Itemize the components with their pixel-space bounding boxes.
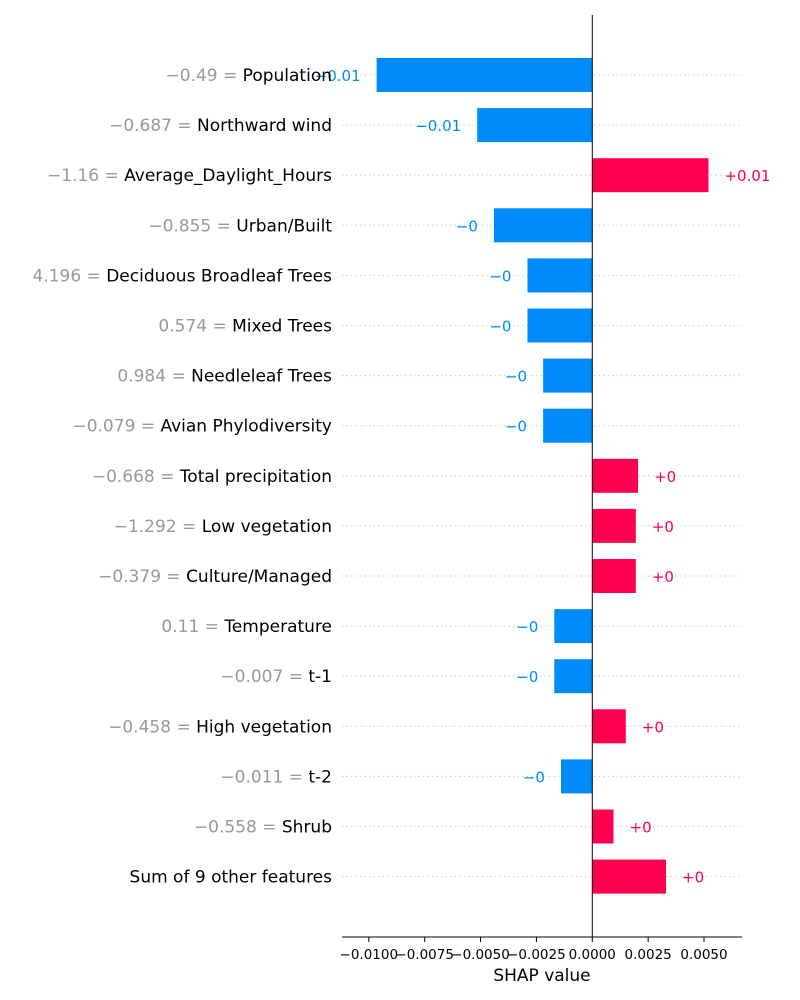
shap-bar	[493, 208, 593, 243]
feature-label: −0.668 = Total precipitation	[92, 467, 332, 487]
feature-value: −0.007 =	[220, 667, 303, 687]
feature-value: 0.984 =	[117, 367, 185, 387]
x-axis-label: SHAP value	[493, 966, 590, 986]
feature-name: Low vegetation	[202, 517, 332, 537]
bar-value-label: −0	[489, 267, 511, 285]
x-tick-label: −0.0025	[507, 947, 566, 963]
bar-value-label: −0.01	[315, 67, 361, 85]
shap-bar	[592, 158, 709, 193]
shap-bar	[543, 358, 593, 393]
x-axis-ticks: −0.0100−0.0075−0.0050−0.0025 0.0000 0.0025…	[340, 937, 728, 963]
bar-value-label: −0	[523, 768, 545, 786]
bar-value-label: −0	[456, 217, 478, 235]
feature-label: 0.11 = Temperature	[161, 617, 332, 637]
feature-label: 0.984 = Needleleaf Trees	[117, 367, 332, 387]
bar-value-label: +0.01	[724, 167, 770, 185]
feature-value: 0.574 =	[158, 317, 226, 337]
feature-label: −0.687 = Northward wind	[109, 116, 332, 136]
bar-value-label: −0	[516, 668, 538, 686]
feature-name: High vegetation	[196, 717, 332, 737]
x-tick-label: 0.0050	[680, 947, 727, 963]
feature-value: −0.855 =	[148, 216, 231, 236]
shap-bar	[527, 258, 593, 293]
feature-value: −0.687 =	[109, 116, 192, 136]
feature-label: −0.079 = Avian Phylodiversity	[72, 417, 332, 437]
feature-label: −0.007 = t-1	[220, 667, 332, 687]
shap-bar	[554, 659, 593, 694]
grid-layer	[342, 74, 742, 878]
feature-name: Urban/Built	[236, 216, 332, 236]
feature-label: −0.011 = t-2	[220, 767, 332, 787]
shap-bar	[554, 609, 593, 644]
bar-value-label: +0	[652, 518, 674, 536]
shap-bar	[527, 308, 593, 343]
bar-value-label: +0	[654, 468, 676, 486]
feature-label: 4.196 = Deciduous Broadleaf Trees	[32, 266, 332, 286]
bar-value-label: −0	[489, 318, 511, 336]
bar-value-label: +0	[642, 718, 664, 736]
feature-name: t-2	[308, 767, 332, 787]
bar-value-label: −0	[516, 618, 538, 636]
bar-value-label: +0	[630, 819, 652, 837]
x-tick-label: −0.0050	[451, 947, 510, 963]
feature-value: −0.379 =	[98, 567, 181, 587]
feature-value: −1.292 =	[114, 517, 197, 537]
x-tick-label: 0.0025	[625, 947, 672, 963]
feature-name: Deciduous Broadleaf Trees	[106, 266, 332, 286]
feature-value: 0.11 =	[161, 617, 219, 637]
x-tick-label: −0.0075	[395, 947, 454, 963]
feature-label: −0.49 = Population	[166, 66, 332, 86]
feature-name: Culture/Managed	[186, 567, 332, 587]
feature-label: −0.855 = Urban/Built	[148, 216, 332, 236]
feature-name: Temperature	[223, 617, 332, 637]
feature-name: Northward wind	[197, 116, 332, 136]
feature-label: −0.558 = Shrub	[194, 818, 332, 838]
shap-bar	[592, 709, 626, 744]
x-tick-label: −0.0100	[340, 947, 399, 963]
feature-label: −0.379 = Culture/Managed	[98, 567, 332, 587]
feature-name: Average_Daylight_Hours	[124, 166, 332, 186]
shap-bar	[592, 809, 614, 844]
feature-value: −0.458 =	[108, 717, 191, 737]
feature-name: Sum of 9 other features	[130, 868, 333, 888]
label-layer: −0.01−0.49 = Population−0.01−0.687 = Nor…	[32, 66, 770, 888]
bar-value-label: −0	[505, 418, 527, 436]
shap-bar	[592, 559, 636, 593]
feature-name: t-1	[308, 667, 332, 687]
feature-name: Mixed Trees	[232, 317, 332, 337]
shap-bar	[592, 508, 636, 543]
feature-value: 4.196 =	[32, 266, 100, 286]
shap-bar	[592, 458, 639, 493]
feature-label: Sum of 9 other features	[130, 868, 333, 888]
feature-name: Population	[243, 66, 332, 86]
feature-name: Needleleaf Trees	[191, 367, 332, 387]
feature-value: −0.49 =	[166, 66, 238, 86]
feature-name: Total precipitation	[179, 467, 332, 487]
shap-bar	[592, 859, 667, 894]
bar-value-label: +0	[652, 568, 674, 586]
bar-value-label: +0	[682, 869, 704, 887]
feature-name: Avian Phylodiversity	[160, 417, 332, 437]
shap-bar	[560, 759, 593, 794]
shap-bar	[477, 108, 593, 143]
feature-value: −0.668 =	[92, 467, 175, 487]
feature-value: −1.16 =	[47, 166, 119, 186]
x-tick-label: 0.0000	[569, 947, 616, 963]
feature-label: 0.574 = Mixed Trees	[158, 317, 332, 337]
shap-bar	[543, 408, 593, 443]
shap-bar	[376, 58, 593, 92]
feature-value: −0.011 =	[220, 767, 303, 787]
feature-value: −0.079 =	[72, 417, 155, 437]
feature-value: −0.558 =	[194, 818, 277, 838]
feature-name: Shrub	[282, 818, 332, 838]
bar-layer	[376, 58, 709, 894]
feature-label: −1.292 = Low vegetation	[114, 517, 332, 537]
bar-value-label: −0	[505, 368, 527, 386]
feature-label: −0.458 = High vegetation	[108, 717, 332, 737]
bar-value-label: −0.01	[415, 117, 461, 135]
feature-label: −1.16 = Average_Daylight_Hours	[47, 166, 332, 186]
